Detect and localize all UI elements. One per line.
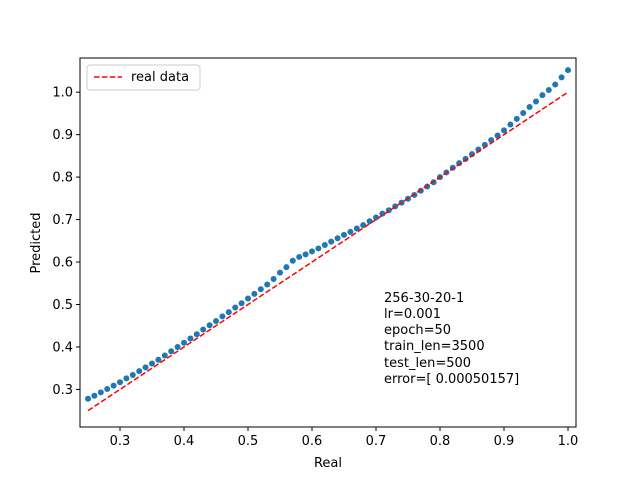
x-tick-label: 0.3 xyxy=(110,434,131,449)
scatter-point xyxy=(520,109,527,116)
y-tick-label: 1.0 xyxy=(52,86,73,101)
annotation-line: lr=0.001 xyxy=(384,307,441,322)
scatter-point xyxy=(315,245,322,252)
legend-box xyxy=(86,64,201,91)
scatter-point xyxy=(277,269,283,276)
scatter-point xyxy=(245,295,251,302)
y-tick-label: 0.9 xyxy=(52,128,73,143)
scatter-point xyxy=(552,81,559,88)
x-tick-label: 0.4 xyxy=(174,434,195,449)
legend-label-real-data: real data xyxy=(131,70,189,85)
x-tick-label: 1.0 xyxy=(558,434,579,449)
scatter-point xyxy=(161,352,168,359)
scatter-point xyxy=(353,225,360,232)
x-tick-label: 0.5 xyxy=(238,434,259,449)
scatter-point xyxy=(117,379,123,386)
scatter-point xyxy=(533,98,539,105)
scatter-point xyxy=(539,92,546,99)
legend: real data xyxy=(86,64,201,91)
scatter-point xyxy=(513,115,520,122)
annotation-line: error=[ 0.00050157] xyxy=(384,372,519,387)
scatter-point xyxy=(97,389,104,396)
scatter-point xyxy=(507,121,514,128)
scatter-point xyxy=(149,360,155,367)
scatter-point xyxy=(110,382,117,389)
scatter-point xyxy=(213,318,219,325)
scatter-point xyxy=(200,326,207,333)
scatter-point xyxy=(526,104,533,111)
scatter-point xyxy=(309,248,315,255)
scatter-point xyxy=(155,356,162,363)
scatter-point xyxy=(104,386,111,392)
scatter-point xyxy=(328,238,335,245)
scatter-point xyxy=(91,392,98,399)
scatter-point xyxy=(341,231,347,238)
y-tick-label: 0.7 xyxy=(52,213,73,228)
scatter-point xyxy=(123,375,130,382)
x-axis-ticks: 0.3 0.4 0.5 0.6 0.7 0.8 0.9 1.0 xyxy=(110,427,579,449)
scatter-point xyxy=(565,67,571,74)
y-tick-label: 0.4 xyxy=(52,340,73,355)
scatter-point xyxy=(302,251,309,258)
scatter-point xyxy=(558,74,565,81)
scatter-point xyxy=(136,368,143,375)
scatter-point xyxy=(321,242,328,249)
y-tick-label: 0.8 xyxy=(52,171,73,186)
y-axis-label: Predicted xyxy=(29,212,44,273)
x-axis-label: Real xyxy=(314,456,342,471)
scatter-point xyxy=(187,335,194,342)
annotation-line: epoch=50 xyxy=(384,323,451,338)
scatter-point xyxy=(129,371,136,378)
scatter-point xyxy=(174,343,181,350)
scatter-point xyxy=(193,331,200,338)
plot-frame xyxy=(79,57,577,428)
scatter-point xyxy=(238,300,245,307)
scatter-point xyxy=(494,132,501,139)
scatter-point xyxy=(296,253,303,260)
scatter-point xyxy=(379,210,386,217)
scatter-point xyxy=(283,264,290,271)
scatter-point xyxy=(219,313,226,320)
scatter-point xyxy=(251,290,258,297)
reference-line-real-data xyxy=(87,91,569,412)
scatter-point xyxy=(181,339,187,346)
y-tick-label: 0.5 xyxy=(52,298,73,313)
y-tick-label: 0.3 xyxy=(52,383,73,398)
scatter-point xyxy=(501,127,507,134)
annotation-line: train_len=3500 xyxy=(384,339,485,354)
scatter-point xyxy=(334,235,341,242)
scatter-point xyxy=(206,322,213,329)
scatter-point xyxy=(366,218,373,225)
scatter-point xyxy=(545,87,552,94)
x-tick-label: 0.8 xyxy=(430,434,451,449)
scatter-series xyxy=(85,67,571,402)
annotation-line: 256-30-20-1 xyxy=(384,291,464,306)
scatter-point xyxy=(257,286,264,293)
annotation-line: test_len=500 xyxy=(384,356,471,371)
scatter-point xyxy=(373,214,379,221)
scatter-point xyxy=(85,395,91,402)
scatter-point xyxy=(289,257,296,264)
scatter-point xyxy=(270,276,277,283)
x-tick-label: 0.9 xyxy=(494,434,515,449)
y-tick-label: 0.6 xyxy=(52,256,73,271)
scatter-point xyxy=(347,228,354,235)
annotation-text: 256-30-20-1 lr=0.001 epoch=50 train_len=… xyxy=(384,291,519,387)
x-tick-label: 0.7 xyxy=(366,434,387,449)
scatter-point xyxy=(232,304,239,311)
scatter-point xyxy=(264,281,271,288)
scatter-point xyxy=(142,364,149,371)
plot-area xyxy=(80,58,576,427)
y-axis-ticks: 0.3 0.4 0.5 0.6 0.7 0.8 0.9 1.0 xyxy=(52,86,80,398)
x-tick-label: 0.6 xyxy=(302,434,323,449)
scatter-point xyxy=(168,348,175,355)
scatter-point xyxy=(225,309,232,316)
